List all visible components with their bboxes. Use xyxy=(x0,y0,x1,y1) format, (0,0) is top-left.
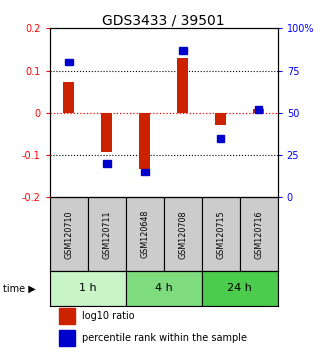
Text: percentile rank within the sample: percentile rank within the sample xyxy=(82,333,247,343)
Bar xyxy=(64,82,74,113)
Bar xyxy=(50,197,88,271)
Text: GSM120708: GSM120708 xyxy=(178,210,187,258)
Bar xyxy=(255,106,263,113)
Bar xyxy=(141,169,149,175)
Bar xyxy=(217,135,224,142)
Bar xyxy=(202,271,278,306)
Text: GSM120711: GSM120711 xyxy=(102,210,111,258)
Bar xyxy=(101,113,112,152)
Text: 24 h: 24 h xyxy=(227,284,252,293)
Bar xyxy=(126,197,164,271)
Text: GSM120716: GSM120716 xyxy=(254,210,263,258)
Text: GSM120715: GSM120715 xyxy=(216,210,225,258)
Bar xyxy=(202,197,240,271)
Bar xyxy=(59,308,75,324)
Bar xyxy=(179,47,187,54)
Title: GDS3433 / 39501: GDS3433 / 39501 xyxy=(102,13,225,27)
Bar xyxy=(126,271,202,306)
Bar xyxy=(50,271,126,306)
Bar xyxy=(139,113,150,169)
Text: GSM120710: GSM120710 xyxy=(64,210,73,258)
Bar xyxy=(59,330,75,346)
Text: 1 h: 1 h xyxy=(79,284,97,293)
Bar xyxy=(164,197,202,271)
Bar xyxy=(103,160,110,167)
Text: 4 h: 4 h xyxy=(155,284,173,293)
Bar xyxy=(88,197,126,271)
Text: GSM120648: GSM120648 xyxy=(140,210,149,258)
Bar xyxy=(240,197,278,271)
Bar xyxy=(65,59,73,65)
Bar xyxy=(215,113,226,125)
Bar xyxy=(253,109,264,113)
Text: log10 ratio: log10 ratio xyxy=(82,311,134,321)
Bar xyxy=(178,58,188,113)
Text: time ▶: time ▶ xyxy=(3,284,36,293)
